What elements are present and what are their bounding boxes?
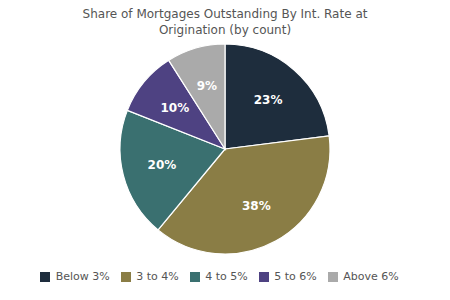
svg-text:38%: 38% [242, 199, 271, 213]
svg-text:9%: 9% [197, 80, 217, 94]
html-text:3 to 4%: 3 to 4% [136, 270, 179, 284]
html-text:Share of Mortgages Outstanding: Share of Mortgages Outstanding By Int. R… [82, 7, 368, 38]
html-text:4 to 5%: 4 to 5% [205, 270, 248, 284]
html-text:Below 3%: Below 3% [55, 270, 110, 284]
html-text:Above 6%: Above 6% [343, 270, 399, 284]
svg-text:23%: 23% [254, 94, 283, 108]
html-text:5 to 6%: 5 to 6% [274, 270, 317, 284]
svg-text:20%: 20% [148, 159, 177, 173]
svg-text:10%: 10% [160, 101, 189, 115]
